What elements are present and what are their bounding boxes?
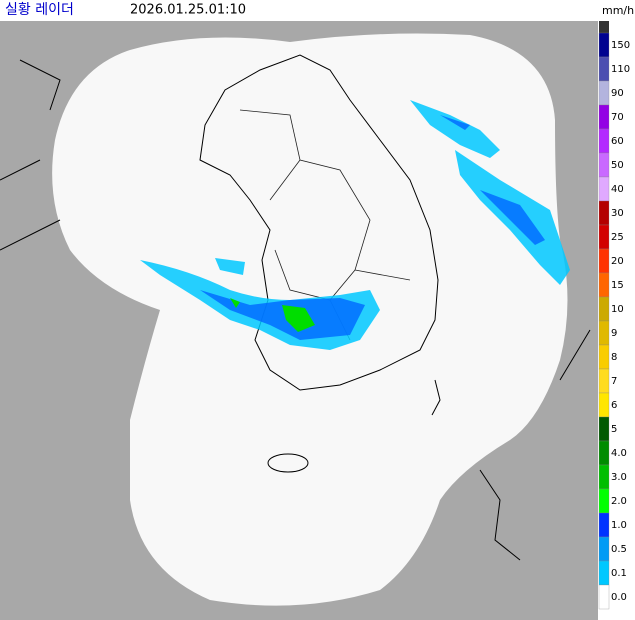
precipitation — [140, 100, 570, 350]
legend-swatch — [598, 416, 610, 442]
legend-label: 150 — [611, 40, 630, 51]
legend-swatch — [598, 248, 610, 274]
coastline-other — [0, 59, 591, 561]
legend-swatch — [598, 104, 610, 130]
legend-label: 0.0 — [611, 592, 627, 603]
legend-label: 30 — [611, 208, 624, 219]
legend-label: 110 — [611, 64, 630, 75]
legend-swatch — [598, 80, 610, 106]
legend-label: 9 — [611, 328, 617, 339]
legend-swatch — [598, 512, 610, 538]
legend-label: 90 — [611, 88, 624, 99]
unit: mm/h — [602, 4, 634, 17]
legend-swatch — [598, 536, 610, 562]
coastline — [199, 54, 439, 391]
legend-label: 0.5 — [611, 544, 627, 555]
jeju-island — [267, 453, 309, 473]
timestamp: 2026.01.25.01:10 — [130, 3, 246, 18]
legend-label: 3.0 — [611, 472, 627, 483]
legend-swatch — [598, 440, 610, 466]
legend-label: 4.0 — [611, 448, 627, 459]
legend-label: 8 — [611, 352, 617, 363]
legend-swatch — [598, 344, 610, 370]
legend-label: 60 — [611, 136, 624, 147]
rain-area — [230, 298, 315, 332]
legend-swatch — [598, 392, 610, 418]
legend-swatch — [598, 584, 610, 610]
province-borders — [239, 109, 411, 341]
title: 실황 레이더 — [5, 2, 74, 18]
legend: 150 110 90 70 60 50 40 30 25 20 15 10 9 8 7 6 5 4.0 3.0 2.0… — [598, 21, 630, 610]
legend-label: 50 — [611, 160, 624, 171]
legend-label: 6 — [611, 400, 617, 411]
legend-label: 2.0 — [611, 496, 627, 507]
legend-label: 10 — [611, 304, 624, 315]
legend-swatch — [598, 176, 610, 202]
legend-label: 70 — [611, 112, 624, 123]
legend-label: 40 — [611, 184, 624, 195]
legend-swatch — [598, 128, 610, 154]
rain-area — [200, 290, 365, 340]
legend-label: 7 — [611, 376, 617, 387]
legend-label: 20 — [611, 256, 624, 267]
legend-swatch — [598, 560, 610, 586]
legend-swatch — [598, 296, 610, 322]
legend-swatch — [598, 32, 610, 58]
legend-swatch — [598, 368, 610, 394]
legend-swatch — [598, 272, 610, 298]
legend-swatch — [598, 488, 610, 514]
legend-swatch — [598, 224, 610, 250]
legend-swatch — [598, 56, 610, 82]
legend-swatch — [599, 21, 609, 33]
legend-swatch — [598, 320, 610, 346]
legend-label: 25 — [611, 232, 624, 243]
legend-swatch — [598, 464, 610, 490]
map — [0, 21, 598, 620]
legend-label: 0.1 — [611, 568, 627, 579]
legend-swatch — [598, 200, 610, 226]
legend-swatch — [598, 152, 610, 178]
legend-label: 5 — [611, 424, 617, 435]
rain-area — [440, 115, 545, 245]
legend-label: 15 — [611, 280, 624, 291]
rain-area — [215, 258, 245, 275]
legend-label: 1.0 — [611, 520, 627, 531]
